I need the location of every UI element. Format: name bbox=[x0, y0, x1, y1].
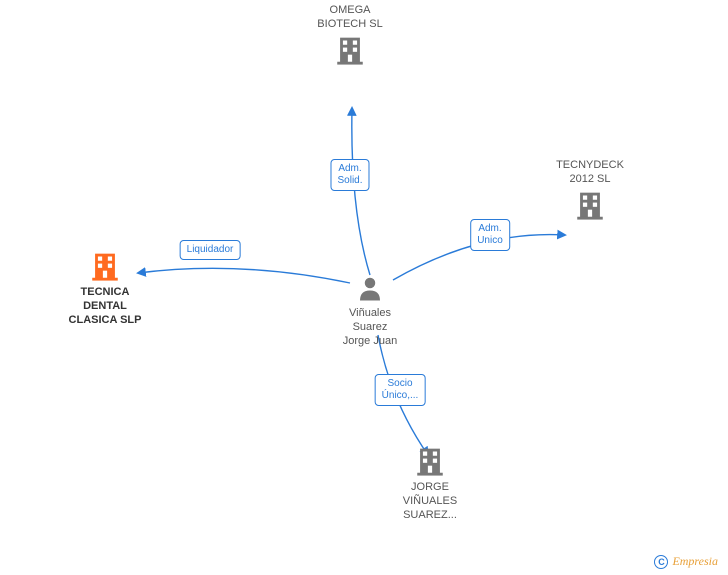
center-node[interactable]: Viñuales Suarez Jorge Juan bbox=[325, 273, 415, 348]
building-icon bbox=[88, 248, 122, 282]
node-label: JORGE VIÑUALES SUAREZ... bbox=[403, 481, 457, 522]
copyright-icon: C bbox=[654, 555, 668, 569]
edge-omega bbox=[352, 108, 370, 275]
company-node-omega[interactable]: OMEGA BIOTECH SL bbox=[305, 0, 395, 66]
edge-label-omega: Adm. Solid. bbox=[330, 159, 369, 191]
company-node-tecnica[interactable]: TECNICA DENTAL CLASICA SLP bbox=[60, 248, 150, 327]
building-icon bbox=[573, 187, 607, 221]
node-label: TECNYDECK 2012 SL bbox=[556, 159, 624, 187]
building-icon bbox=[413, 443, 447, 477]
edge-label-tecnica: Liquidador bbox=[180, 240, 241, 260]
company-node-tecnydeck[interactable]: TECNYDECK 2012 SL bbox=[545, 155, 635, 221]
edge-label-jorge: Socio Único,... bbox=[375, 374, 426, 406]
credit: C Empresia bbox=[654, 554, 718, 569]
company-node-jorge[interactable]: JORGE VIÑUALES SUAREZ... bbox=[385, 443, 475, 522]
diagram-canvas: Viñuales Suarez Jorge Juan OMEGA BIOTECH … bbox=[0, 0, 728, 575]
person-icon bbox=[355, 273, 385, 303]
building-icon bbox=[333, 32, 367, 66]
edge-tecnica bbox=[138, 268, 350, 283]
edge-label-tecnydeck: Adm. Unico bbox=[470, 219, 510, 251]
node-label: TECNICA DENTAL CLASICA SLP bbox=[69, 286, 142, 327]
node-label: Viñuales Suarez Jorge Juan bbox=[343, 307, 397, 348]
node-label: OMEGA BIOTECH SL bbox=[317, 4, 382, 32]
credit-text: Empresia bbox=[672, 554, 718, 569]
